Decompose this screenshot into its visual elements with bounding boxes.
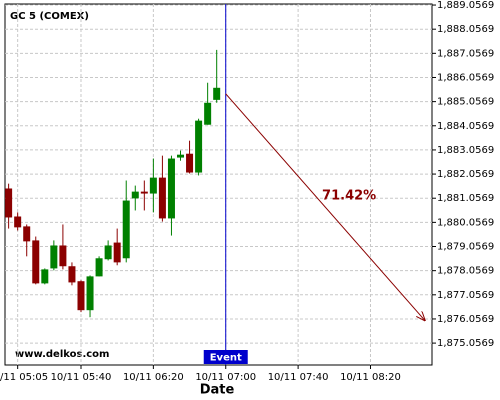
candle-body	[186, 153, 194, 173]
y-tick-label: 1,885.0569	[437, 97, 494, 108]
x-tick-label: 10/11 05:05	[0, 372, 48, 383]
candle-body	[5, 188, 13, 218]
candle-body	[167, 158, 175, 219]
y-tick-label: 1,887.0569	[437, 48, 494, 59]
event-label-box	[203, 350, 248, 364]
y-tick-label: 1,883.0569	[437, 145, 494, 156]
candle-body	[41, 269, 49, 284]
event-label: Event	[210, 353, 242, 364]
candle-body	[32, 240, 40, 284]
candle-body	[149, 177, 157, 194]
candle-body	[158, 177, 166, 219]
y-tick-label: 1,877.0569	[437, 290, 494, 301]
candle-body	[131, 191, 139, 199]
candle-body	[195, 120, 203, 173]
y-tick-label: 1,878.0569	[437, 266, 494, 277]
plot-area	[4, 3, 433, 366]
y-tick-label: 1,876.0569	[437, 314, 494, 325]
x-tick-label: 10/11 05:40	[51, 372, 112, 383]
x-tick-label: 10/11 07:00	[195, 372, 256, 383]
x-axis-label: Date	[200, 383, 235, 398]
candle-body	[204, 102, 212, 125]
y-tick-label: 1,880.0569	[437, 217, 494, 228]
candle-body	[95, 258, 103, 277]
y-tick-label: 1,882.0569	[437, 169, 494, 180]
candle-body	[86, 276, 94, 311]
y-tick-label: 1,886.0569	[437, 72, 494, 83]
y-tick-label: 1,881.0569	[437, 193, 494, 204]
x-tick-label: 10/11 08:20	[340, 372, 401, 383]
y-tick-label: 1,888.0569	[437, 24, 494, 35]
projection-label: 71.42%	[322, 188, 376, 203]
watermark: www.delkos.com	[15, 349, 109, 360]
y-tick-label: 1,889.0569	[437, 0, 494, 11]
candle-body	[122, 200, 130, 259]
y-tick-label: 1,875.0569	[437, 338, 494, 349]
candle-body	[77, 281, 85, 311]
candle-body	[14, 216, 22, 228]
candle-body	[68, 266, 76, 283]
candle-body	[50, 245, 58, 269]
y-tick-label: 1,879.0569	[437, 242, 494, 253]
x-tick-label: 10/11 07:40	[268, 372, 329, 383]
projection-arrow	[225, 93, 425, 321]
chart-title: GC 5 (COMEX)	[10, 11, 89, 22]
candle-body	[113, 242, 121, 263]
candle-body	[23, 226, 31, 242]
candle-body	[104, 245, 112, 260]
x-tick-label: 10/11 06:20	[123, 372, 184, 383]
candle-body	[177, 154, 185, 158]
y-tick-label: 1,884.0569	[437, 121, 494, 132]
candle-body	[140, 191, 148, 194]
candle-body	[213, 87, 221, 100]
candle-body	[59, 245, 67, 267]
